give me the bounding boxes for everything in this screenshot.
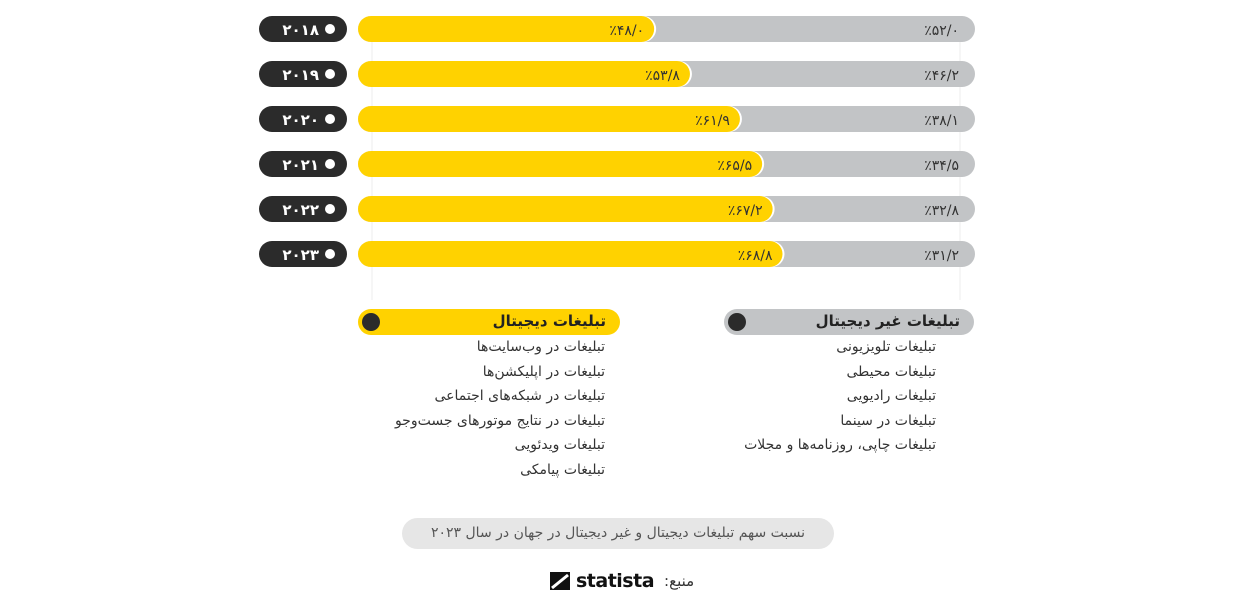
data-label-digital: ٪۶۷/۲ (728, 203, 763, 219)
list-item: تبلیغات رادیویی (846, 388, 936, 404)
list-item: تبلیغات در وب‌سایت‌ها (476, 339, 605, 355)
bar-row: ٪۴۸/۰ ٪۵۲/۰ ۲۰۱۸ (259, 16, 975, 42)
bar-row: ٪۶۵/۵ ٪۳۴/۵ ۲۰۲۱ (259, 151, 975, 177)
list-item: تبلیغات پیامکی (520, 461, 605, 478)
digital-items-list: تبلیغات در وب‌سایت‌ها تبلیغات در اپلیکشن… (395, 336, 605, 483)
legend-non-digital-title: تبلیغات غیر دیجیتال (815, 312, 960, 330)
year-bullet-icon (325, 24, 335, 34)
legend-digital: تبلیغات دیجیتال (358, 309, 620, 335)
list-item: تبلیغات ویدئویی (514, 437, 605, 453)
list-item: تبلیغات تلویزیونی (836, 339, 936, 355)
data-label-non-digital: ٪۴۶/۲ (924, 68, 959, 84)
bar-row: ٪۶۱/۹ ٪۳۸/۱ ۲۰۲۰ (259, 106, 975, 132)
list-item: تبلیغات در سینما (840, 412, 936, 429)
bar-row: ٪۶۸/۸ ٪۳۱/۲ ۲۰۲۳ (259, 241, 975, 267)
legend-non-digital: تبلیغات غیر دیجیتال (724, 309, 974, 335)
source-attribution: منبع: statista (550, 568, 694, 594)
year-bullet-icon (325, 204, 335, 214)
list-item: تبلیغات چاپی، روزنامه‌ها و مجلات (744, 437, 936, 453)
data-label-non-digital: ٪۵۲/۰ (924, 23, 959, 39)
data-label-non-digital: ٪۳۴/۵ (924, 158, 959, 174)
year-pill (259, 196, 347, 222)
year-label: ۲۰۱۸ (282, 21, 319, 39)
year-pill (259, 106, 347, 132)
bar-digital (358, 241, 783, 267)
list-item: تبلیغات در اپلیکشن‌ها (482, 363, 605, 380)
data-label-digital: ٪۶۸/۸ (738, 248, 773, 264)
year-bullet-icon (325, 114, 335, 124)
data-label-digital: ٪۶۵/۵ (717, 158, 752, 174)
data-label-non-digital: ٪۳۸/۱ (924, 113, 959, 129)
data-label-digital: ٪۵۳/۸ (645, 68, 680, 84)
year-pill (259, 16, 347, 42)
statista-logo-icon (550, 572, 570, 590)
year-bullet-icon (325, 249, 335, 259)
data-label-non-digital: ٪۳۱/۲ (924, 248, 959, 264)
bar-digital (358, 151, 763, 177)
statista-logo-text: statista (576, 570, 655, 592)
legend-digital-title: تبلیغات دیجیتال (492, 312, 606, 330)
list-item: تبلیغات محیطی (846, 363, 936, 380)
year-label: ۲۰۲۱ (282, 156, 319, 174)
bar-digital (358, 16, 655, 42)
bar-row: ٪۵۳/۸ ٪۴۶/۲ ۲۰۱۹ (259, 61, 975, 87)
bar-digital (358, 106, 740, 132)
non-digital-items-list: تبلیغات تلویزیونی تبلیغات محیطی تبلیغات … (744, 336, 936, 459)
data-label-non-digital: ٪۳۲/۸ (924, 203, 959, 219)
legend-bullet-icon (728, 313, 746, 331)
statista-logo: statista (550, 570, 655, 592)
list-item: تبلیغات در شبکه‌های اجتماعی (434, 388, 605, 404)
legend-bullet-icon (362, 313, 380, 331)
chart-caption: نسبت سهم تبلیغات دیجیتال و غیر دیجیتال د… (402, 518, 834, 549)
year-bullet-icon (325, 159, 335, 169)
source-label: منبع: (664, 572, 695, 590)
bar-row: ٪۶۷/۲ ٪۳۲/۸ ۲۰۲۲ (259, 196, 975, 222)
year-bullet-icon (325, 69, 335, 79)
year-pill (259, 151, 347, 177)
data-label-digital: ٪۶۱/۹ (695, 113, 730, 129)
bar-digital (358, 196, 773, 222)
year-label: ۲۰۲۲ (282, 201, 319, 219)
bar-digital (358, 61, 690, 87)
year-label: ۲۰۲۳ (282, 246, 319, 264)
year-pill (259, 241, 347, 267)
year-label: ۲۰۱۹ (282, 66, 319, 84)
year-label: ۲۰۲۰ (282, 111, 319, 129)
stacked-bar-chart: ٪۴۸/۰ ٪۵۲/۰ ۲۰۱۸ ٪۵۳/۸ ٪۴۶/۲ ۲۰۱۹ ٪۶۱/۹ ٪۳۸/۱ ۲۰… (259, 16, 975, 300)
data-label-digital: ٪۴۸/۰ (609, 23, 644, 39)
year-pill (259, 61, 347, 87)
list-item: تبلیغات در نتایج موتورهای جست‌وجو (394, 412, 605, 429)
